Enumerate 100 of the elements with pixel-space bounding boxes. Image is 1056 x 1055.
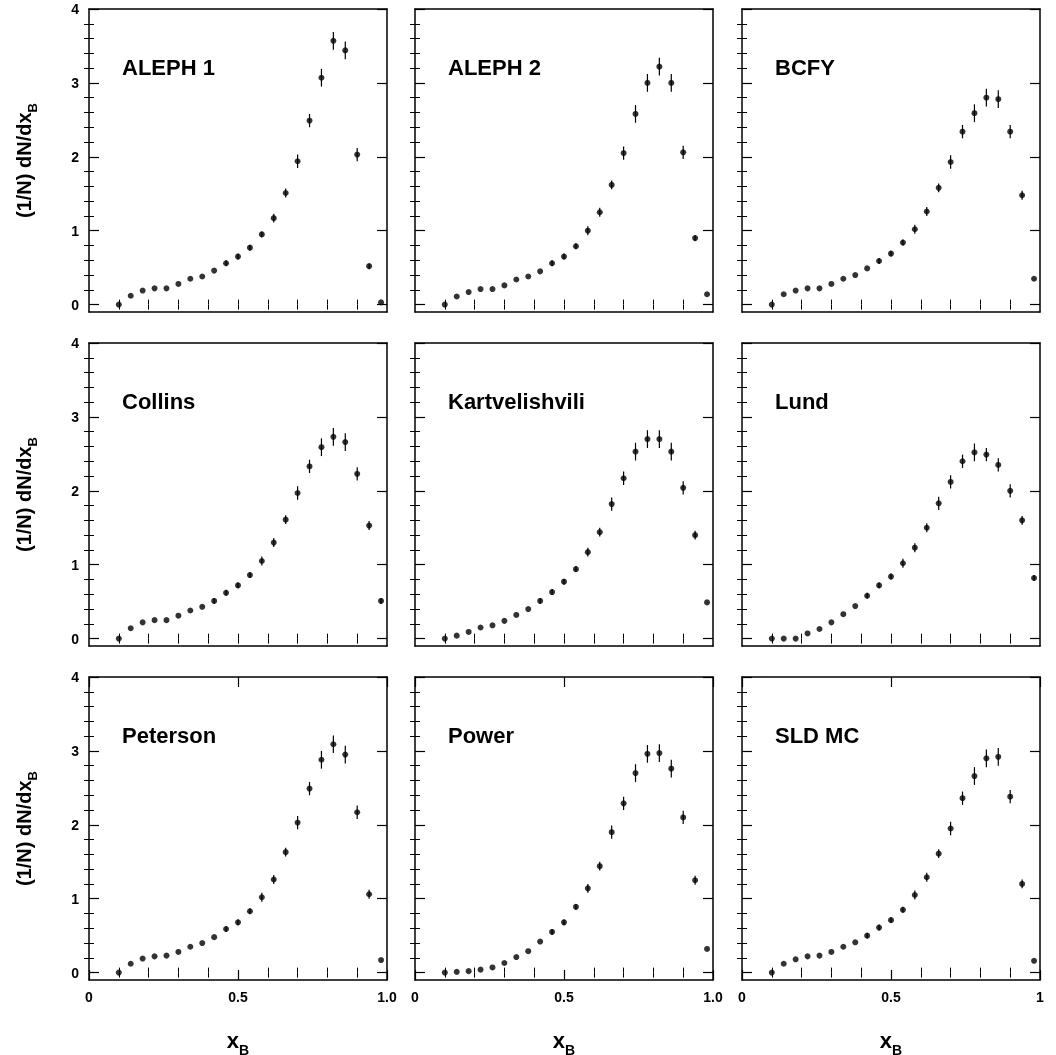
y-tick-label: 2 [71,482,80,499]
point [513,954,520,961]
point [525,606,532,613]
point [792,287,799,294]
point [840,275,847,282]
point [947,158,954,165]
point [704,599,711,606]
point [175,612,182,619]
y-tick-label: 4 [71,335,80,351]
y-tick-label: 3 [71,742,80,759]
point [318,74,325,81]
point [840,943,847,950]
point [441,635,448,642]
x-tick-label: 1 [1036,989,1045,1005]
point [983,94,990,101]
point [513,611,520,618]
point [983,451,990,458]
point [804,953,811,960]
point [608,829,615,836]
point [115,635,122,642]
point [199,273,206,280]
point [1007,128,1014,135]
point [127,625,134,632]
point [318,444,325,451]
point [947,825,954,832]
point [804,285,811,292]
point [354,151,361,158]
y-tick-label: 0 [71,296,80,313]
point [163,617,170,624]
point [656,750,663,757]
point [354,470,361,477]
point [342,439,349,446]
point [354,809,361,816]
point [127,292,134,299]
point [704,291,711,298]
point [644,436,651,443]
text: BCFY [775,54,836,80]
point [501,282,508,289]
point [852,272,859,279]
point [852,603,859,610]
x-tick-label: 1.0 [377,989,397,1005]
point [441,969,448,976]
x-tick-label: 0 [411,989,420,1005]
point [959,458,966,465]
x-tick-label: 1.0 [703,989,723,1005]
y-tick-label: 2 [71,148,80,165]
point [330,37,337,44]
point [792,635,799,642]
text: Power [448,722,515,748]
y-axis-title: (1/N) dN/dxB [13,437,40,552]
point [632,110,639,117]
point [330,741,337,748]
point [525,273,532,280]
y-tick-label: 2 [71,816,80,833]
point [668,765,675,772]
point [995,96,1002,103]
point [378,299,385,306]
point [199,940,206,947]
x-tick-label: 0.5 [881,989,901,1005]
point [632,770,639,777]
point [187,275,194,282]
point [294,819,301,826]
point [668,448,675,455]
point [971,773,978,780]
text: Kartvelishvili [448,388,585,414]
point [995,753,1002,760]
point [139,287,146,294]
x-tick-label: 0.5 [228,989,248,1005]
point [465,289,472,296]
point [668,79,675,86]
point [489,286,496,293]
point [959,795,966,802]
point [306,463,313,470]
y-tick-label: 4 [71,669,80,685]
point [537,268,544,275]
point [175,948,182,955]
point [139,955,146,962]
point [501,617,508,624]
point [680,484,687,491]
point [983,755,990,762]
y-tick-label: 1 [71,222,80,239]
point [537,938,544,945]
y-tick-label: 0 [71,964,80,981]
point [489,964,496,971]
point [211,934,218,941]
point [768,969,775,976]
point [211,267,218,274]
point [852,939,859,946]
point [342,47,349,54]
point [947,478,954,485]
point [780,291,787,298]
point [151,285,158,292]
y-axis-title: (1/N) dN/dxB [13,771,40,886]
point [828,280,835,287]
point [151,953,158,960]
point [704,945,711,952]
point [864,265,871,272]
point [828,948,835,955]
point [306,117,313,124]
y-tick-label: 4 [71,1,80,17]
